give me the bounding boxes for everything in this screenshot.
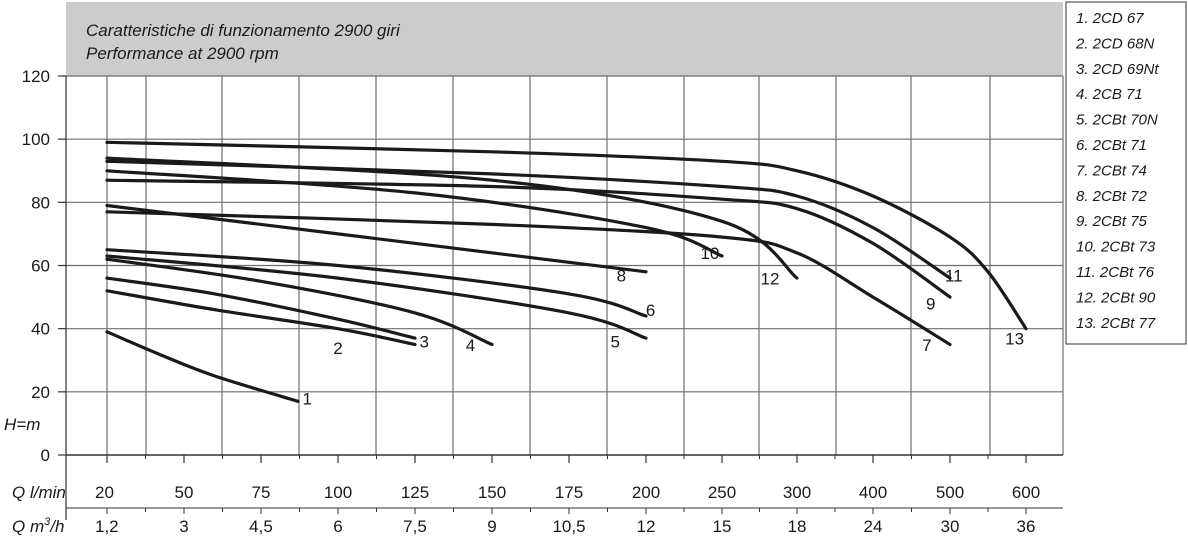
legend-entry: 12. 2CBt 90	[1076, 289, 1156, 306]
curve-label-2: 2	[333, 339, 342, 358]
curve-label-11: 11	[945, 266, 963, 285]
y-tick-label: 20	[31, 383, 50, 402]
x-tick-label-m3h: 9	[487, 517, 496, 536]
legend-entry: 7. 2CBt 74	[1076, 162, 1147, 179]
legend-entry: 8. 2CBt 72	[1076, 188, 1148, 205]
curve-8	[105, 203, 648, 274]
x-tick-label-lmin: 600	[1012, 483, 1040, 502]
x-tick-label-lmin: 300	[783, 483, 811, 502]
curve-4	[105, 257, 494, 347]
curve-label-5: 5	[610, 333, 619, 352]
x-tick-label-lmin: 400	[859, 483, 887, 502]
x-tick-label-lmin: 100	[324, 483, 352, 502]
y-tick-label: 100	[22, 130, 50, 149]
x-tick-label-m3h: 6	[333, 517, 342, 536]
curve-9	[105, 178, 952, 299]
curve-1	[105, 330, 300, 403]
curve-12	[105, 156, 799, 280]
x-tick-label-m3h: 10,5	[552, 517, 585, 536]
y-tick-label: 0	[41, 446, 50, 465]
curve-label-13: 13	[1005, 329, 1024, 348]
x-tick-label-m3h: 3	[179, 517, 188, 536]
x-tick-label-lmin: 200	[632, 483, 660, 502]
x-tick-label-m3h: 30	[941, 517, 960, 536]
legend-entry: 3. 2CD 69Nt	[1076, 61, 1159, 78]
x-tick-label-m3h: 4,5	[249, 517, 273, 536]
legend: 1. 2CD 67 2. 2CD 68N 3. 2CD 69Nt 4. 2CB 71 5…	[1065, 1, 1187, 345]
y-tick-label: 60	[31, 257, 50, 276]
x-tick-label-m3h: 15	[713, 517, 732, 536]
y-tick-label: 80	[31, 193, 50, 212]
legend-entry: 6. 2CBt 71	[1076, 137, 1147, 154]
chart-subtitle: Performance at 2900 rpm	[86, 44, 279, 63]
x-tick-label-m3h: 36	[1017, 517, 1036, 536]
legend-entry: 2. 2CD 68N	[1075, 35, 1155, 52]
curve-13	[105, 140, 1028, 331]
x-tick-label-m3h: 12	[637, 517, 656, 536]
grid	[66, 75, 1064, 455]
legend-entry: 1. 2CD 67	[1076, 10, 1144, 27]
legend-entry: 13. 2CBt 77	[1076, 315, 1156, 332]
y-axis-label: H=m	[4, 415, 40, 434]
x-tick-label-m3h: 1,2	[95, 517, 119, 536]
x-tick-label-lmin: 150	[478, 483, 506, 502]
chart-title: Caratteristiche di funzionamento 2900 gi…	[86, 21, 401, 40]
curve-label-1: 1	[302, 389, 311, 408]
x-tick-label-m3h: 18	[788, 517, 807, 536]
legend-entry: 10. 2CBt 73	[1076, 239, 1156, 256]
x-tick-label-lmin: 250	[708, 483, 736, 502]
x-tick-label-lmin: 20	[95, 483, 114, 502]
legend-entry: 9. 2CBt 75	[1076, 213, 1148, 230]
curve-3	[105, 276, 417, 340]
legend-box	[1065, 1, 1187, 345]
x-axis-label-m3h: Q m3/h	[12, 516, 64, 536]
curve-label-8: 8	[617, 266, 626, 285]
curves	[105, 140, 1028, 403]
x-axis-label-lmin: Q l/min	[12, 483, 66, 502]
x-tick-label-lmin: 175	[555, 483, 583, 502]
legend-entry: 4. 2CB 71	[1076, 86, 1143, 103]
curve-label-12: 12	[761, 269, 780, 288]
curve-label-4: 4	[466, 336, 475, 355]
curve-5	[105, 254, 648, 340]
curve-label-10: 10	[700, 244, 719, 263]
curve-10	[105, 169, 724, 258]
x-tick-label-lmin: 75	[252, 483, 271, 502]
x-tick-label-m3h: 24	[864, 517, 883, 536]
y-tick-label: 120	[22, 67, 50, 86]
legend-entry: 5. 2CBt 70N	[1076, 112, 1158, 129]
x-tick-label-lmin: 50	[175, 483, 194, 502]
curve-2	[105, 289, 417, 347]
curve-label-6: 6	[646, 301, 655, 320]
curve-6	[105, 248, 648, 318]
x-tick-label-lmin: 500	[936, 483, 964, 502]
legend-entry: 11. 2CBt 76	[1076, 264, 1155, 281]
curve-label-3: 3	[420, 333, 429, 352]
x-tick-label-lmin: 125	[401, 483, 429, 502]
x-tick-label-m3h: 7,5	[403, 517, 427, 536]
curve-7	[105, 210, 952, 347]
curve-label-9: 9	[926, 295, 935, 314]
header-band	[66, 2, 1063, 76]
curve-label-7: 7	[922, 336, 931, 355]
y-tick-label: 40	[31, 320, 50, 339]
